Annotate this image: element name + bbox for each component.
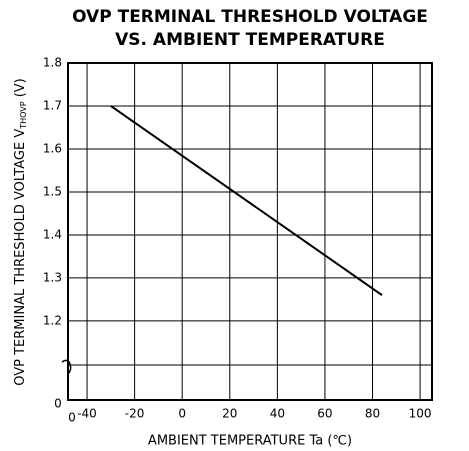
- y-tick-label: 1.3: [43, 270, 62, 284]
- y-label-main: OVP TERMINAL THRESHOLD VOLTAGE V: [13, 129, 28, 386]
- x-tick-label: 60: [317, 407, 332, 421]
- x-tick-label: -40: [77, 407, 97, 421]
- x-tick-label: 40: [270, 407, 285, 421]
- y-tick-label: 1.8: [43, 56, 62, 70]
- plot-frame: [67, 62, 433, 401]
- axis-break-symbol: [61, 359, 72, 375]
- chart-title: OVP TERMINAL THRESHOLD VOLTAGE: [72, 7, 428, 27]
- x-tick-label: 80: [365, 407, 380, 421]
- x-tick-label: -20: [125, 407, 145, 421]
- y-break-label: 0: [54, 397, 62, 411]
- x-tick-label: 20: [222, 407, 237, 421]
- x-tick-label: 100: [409, 407, 432, 421]
- y-axis-label: OVP TERMINAL THRESHOLD VOLTAGE VTHOVP (V…: [13, 78, 28, 386]
- chart-title: VS. AMBIENT TEMPERATURE: [115, 30, 385, 50]
- y-label-unit: (V): [13, 78, 28, 101]
- y-tick-label: 1.6: [43, 141, 62, 155]
- y-tick-label: 1.7: [43, 98, 62, 112]
- x-axis-label: AMBIENT TEMPERATURE Ta (℃): [148, 434, 352, 449]
- y-tick-label: 1.5: [43, 184, 62, 198]
- y-label-sub: THOVP: [19, 101, 28, 130]
- y-tick-label: 1.4: [43, 227, 62, 241]
- x-break-label: 0: [68, 411, 76, 425]
- data-line: [110, 105, 383, 296]
- x-tick-label: 0: [178, 407, 186, 421]
- y-tick-label: 1.2: [43, 313, 62, 327]
